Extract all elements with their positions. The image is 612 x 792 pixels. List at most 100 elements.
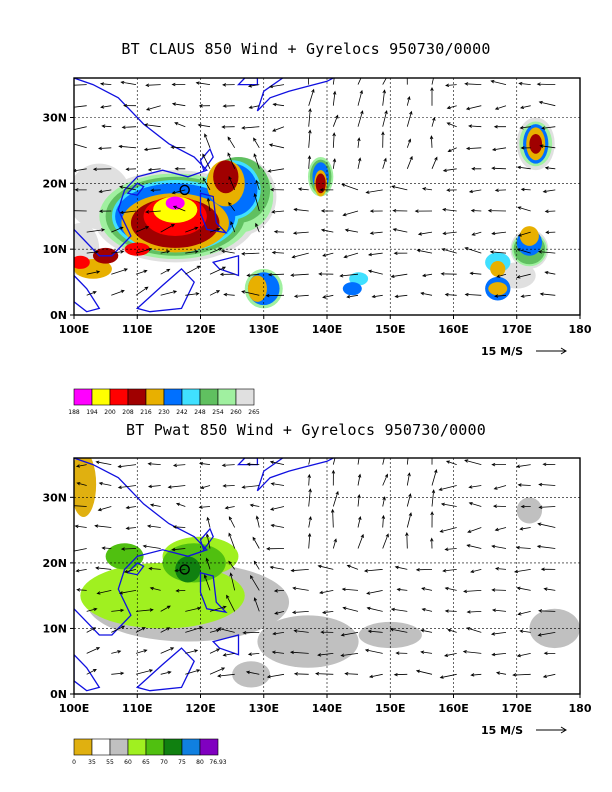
- wind-arrow: [224, 505, 235, 510]
- colorbar-label: 55: [106, 759, 114, 766]
- colorbar-label: 75: [178, 759, 186, 766]
- wind-arrow: [160, 627, 171, 633]
- wind-arrow: [86, 647, 101, 654]
- wind-arrow: [160, 670, 172, 675]
- colorbar-swatch: [127, 738, 147, 756]
- wind-arrow: [357, 493, 361, 507]
- wind-arrow: [366, 606, 383, 612]
- wind-arrow: [222, 653, 235, 657]
- wind-arrow: [406, 472, 411, 486]
- wind-arrow: [150, 188, 161, 192]
- wind-arrow: [94, 524, 112, 528]
- wind-arrow: [269, 460, 285, 465]
- shaded-region: [529, 133, 543, 154]
- coastline: [135, 268, 195, 313]
- wind-arrow: [172, 205, 186, 212]
- wind-arrow: [185, 649, 199, 654]
- wind-arrow: [420, 629, 433, 633]
- x-tick-label: 140E: [312, 323, 342, 336]
- wind-vectors: [74, 458, 556, 679]
- wind-arrow: [120, 80, 137, 85]
- wind-arrow: [382, 109, 388, 127]
- wind-vectors: [74, 78, 556, 299]
- wind-arrow: [341, 183, 359, 191]
- wind-arrow: [414, 209, 433, 213]
- wind-arrow: [405, 531, 409, 549]
- wind-arrow: [491, 462, 506, 467]
- wind-arrow: [442, 568, 457, 573]
- colorbar-label: 216: [140, 409, 152, 416]
- x-tick-label: 100E: [59, 702, 89, 715]
- wind-arrow: [274, 611, 285, 615]
- wind-arrow: [172, 463, 186, 468]
- wind-arrow: [491, 231, 507, 236]
- wind-arrow: [145, 83, 161, 87]
- colorbar-label: 70: [160, 759, 168, 766]
- wind-arrow: [406, 512, 413, 528]
- wind-arrow: [518, 81, 531, 86]
- gyre-location-marker: [179, 564, 190, 575]
- wind-arrow: [272, 102, 285, 107]
- wind-arrow: [544, 209, 556, 214]
- wind-arrow: [330, 508, 335, 528]
- wind-arrow: [443, 653, 457, 657]
- wind-arrow: [92, 167, 112, 171]
- wind-arrow: [494, 294, 507, 298]
- wind-arrow: [332, 538, 337, 549]
- colorbar-label: 0: [72, 759, 76, 766]
- wind-arrow: [205, 557, 211, 570]
- wind-arrow: [444, 292, 457, 297]
- wind-arrow: [149, 586, 161, 591]
- x-tick-label: 130E: [249, 702, 279, 715]
- wind-arrow: [490, 79, 507, 85]
- wind-arrow: [415, 567, 433, 572]
- wind-arrow: [430, 87, 434, 106]
- wind-arrow: [541, 126, 556, 130]
- colorbar-swatch: [181, 388, 201, 406]
- colorbar-swatch: [199, 388, 219, 406]
- shaded-region: [175, 556, 201, 583]
- wind-arrow: [289, 650, 309, 655]
- wind-arrow: [160, 647, 175, 654]
- coastline: [135, 647, 195, 692]
- x-tick-label: 140E: [312, 702, 342, 715]
- y-tick-label: 10N: [42, 243, 67, 256]
- wind-arrow: [445, 460, 457, 465]
- wind-arrow: [255, 179, 260, 191]
- wind-arrow: [247, 652, 260, 656]
- wind-arrow: [308, 129, 312, 148]
- wind-arrow: [228, 201, 236, 212]
- shaded-region: [257, 615, 359, 668]
- wind-scale-label: 15 M/S: [481, 345, 523, 358]
- wind-arrow: [470, 673, 482, 677]
- wind-arrow: [438, 485, 457, 491]
- wind-arrow: [270, 506, 285, 511]
- wind-arrow: [357, 516, 362, 528]
- wind-arrow: [271, 210, 285, 214]
- wind-arrow: [206, 516, 211, 528]
- wind-arrow: [199, 485, 211, 490]
- wind-arrow: [268, 84, 285, 89]
- wind-arrow: [537, 522, 556, 528]
- wind-arrow: [111, 625, 126, 633]
- wind-arrow: [520, 187, 531, 192]
- wind-arrow: [297, 187, 309, 191]
- wind-arrow: [228, 516, 236, 528]
- colorbar: 0 35 55 60 65 70 75 80 76.93: [72, 738, 227, 766]
- shaded-region: [74, 255, 90, 269]
- wind-arrow: [160, 224, 175, 233]
- wind-arrow: [253, 560, 260, 570]
- wind-arrow: [363, 569, 383, 573]
- wind-arrow: [135, 269, 148, 275]
- wind-arrow: [332, 90, 337, 106]
- wind-arrow: [185, 250, 199, 254]
- wind-arrow: [123, 103, 137, 108]
- wind-arrow: [468, 124, 482, 128]
- wind-arrow: [331, 469, 336, 486]
- wind-arrow: [74, 143, 87, 149]
- wind-arrow: [271, 650, 285, 655]
- wind-arrow: [319, 188, 334, 192]
- wind-arrow: [125, 526, 137, 530]
- wind-arrow: [320, 209, 334, 213]
- wind-arrow: [393, 251, 408, 255]
